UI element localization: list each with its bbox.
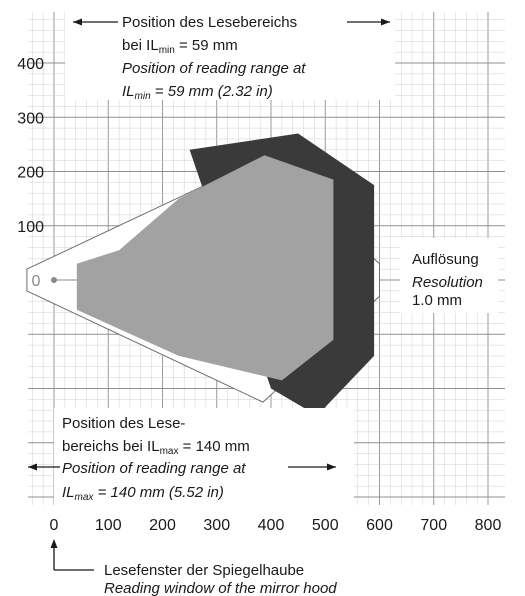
reading-range-gray [76, 155, 334, 381]
resolution-label-line1: Auflösung [412, 251, 479, 268]
x-tick-label: 100 [95, 517, 122, 534]
top-label-bg [65, 12, 395, 100]
bottom-annotation: Position des Lese- bereichs bei ILmax = … [28, 415, 336, 503]
x-tick-label: 800 [475, 517, 502, 534]
window-pointer-arrowhead [50, 539, 58, 548]
resolution-label-line3: 1.0 mm [412, 292, 462, 309]
bottom-arrowhead-left [28, 463, 37, 471]
bottom-arrowhead-right [327, 463, 336, 471]
resolution-annotation: Auflösung Resolution 1.0 mm [412, 251, 483, 309]
origin-dot [51, 277, 57, 283]
top-arrowhead-right [381, 18, 390, 26]
top-label-line4: ILmin = 59 mm (2.32 in) [122, 83, 273, 102]
resolution-label-line2: Resolution [412, 274, 483, 291]
bottom-margin-bg [0, 505, 525, 596]
bottom-label-line2: bereichs bei ILmax = 140 mm [62, 438, 250, 457]
bottom-label-bg [54, 408, 354, 506]
resolution-label-bg [400, 238, 498, 313]
top-label-line3: Position of reading range at [122, 60, 306, 77]
x-tick-label: 0 [50, 517, 59, 534]
bottom-label-line4: ILmax = 140 mm (5.52 in) [62, 484, 224, 503]
x-tick-label: 600 [366, 517, 393, 534]
x-tick-label: 400 [258, 517, 285, 534]
origin-label: 0 [32, 273, 41, 290]
x-tick-label: 300 [203, 517, 230, 534]
top-label-line2: bei ILmin = 59 mm [122, 37, 238, 56]
axis-ticks: 0 100 200 300 400 500 600 700 800 400 300 200 100 [17, 56, 501, 534]
window-label-line2: Reading window of the mirror hood [104, 580, 337, 596]
y-tick-label: 300 [17, 110, 44, 127]
y-tick-label: 100 [17, 219, 44, 236]
reading-range-areas [26, 133, 380, 416]
bottom-label-line3: Position of reading range at [62, 460, 246, 477]
y-tick-label: 200 [17, 165, 44, 182]
top-annotation: Position des Lesebereichs bei ILmin = 59… [73, 14, 390, 102]
x-tick-label: 200 [149, 517, 176, 534]
window-annotation: Lesefenster der Spiegelhaube Reading win… [50, 539, 337, 596]
top-arrowhead-left [73, 18, 82, 26]
origin-marker: 0 [32, 273, 77, 290]
x-tick-label: 700 [420, 517, 447, 534]
window-label-line1: Lesefenster der Spiegelhaube [104, 562, 304, 579]
y-tick-label: 400 [17, 56, 44, 73]
x-tick-label: 500 [312, 517, 339, 534]
bottom-label-line1: Position des Lese- [62, 415, 185, 432]
top-label-line1: Position des Lesebereichs [122, 14, 297, 31]
